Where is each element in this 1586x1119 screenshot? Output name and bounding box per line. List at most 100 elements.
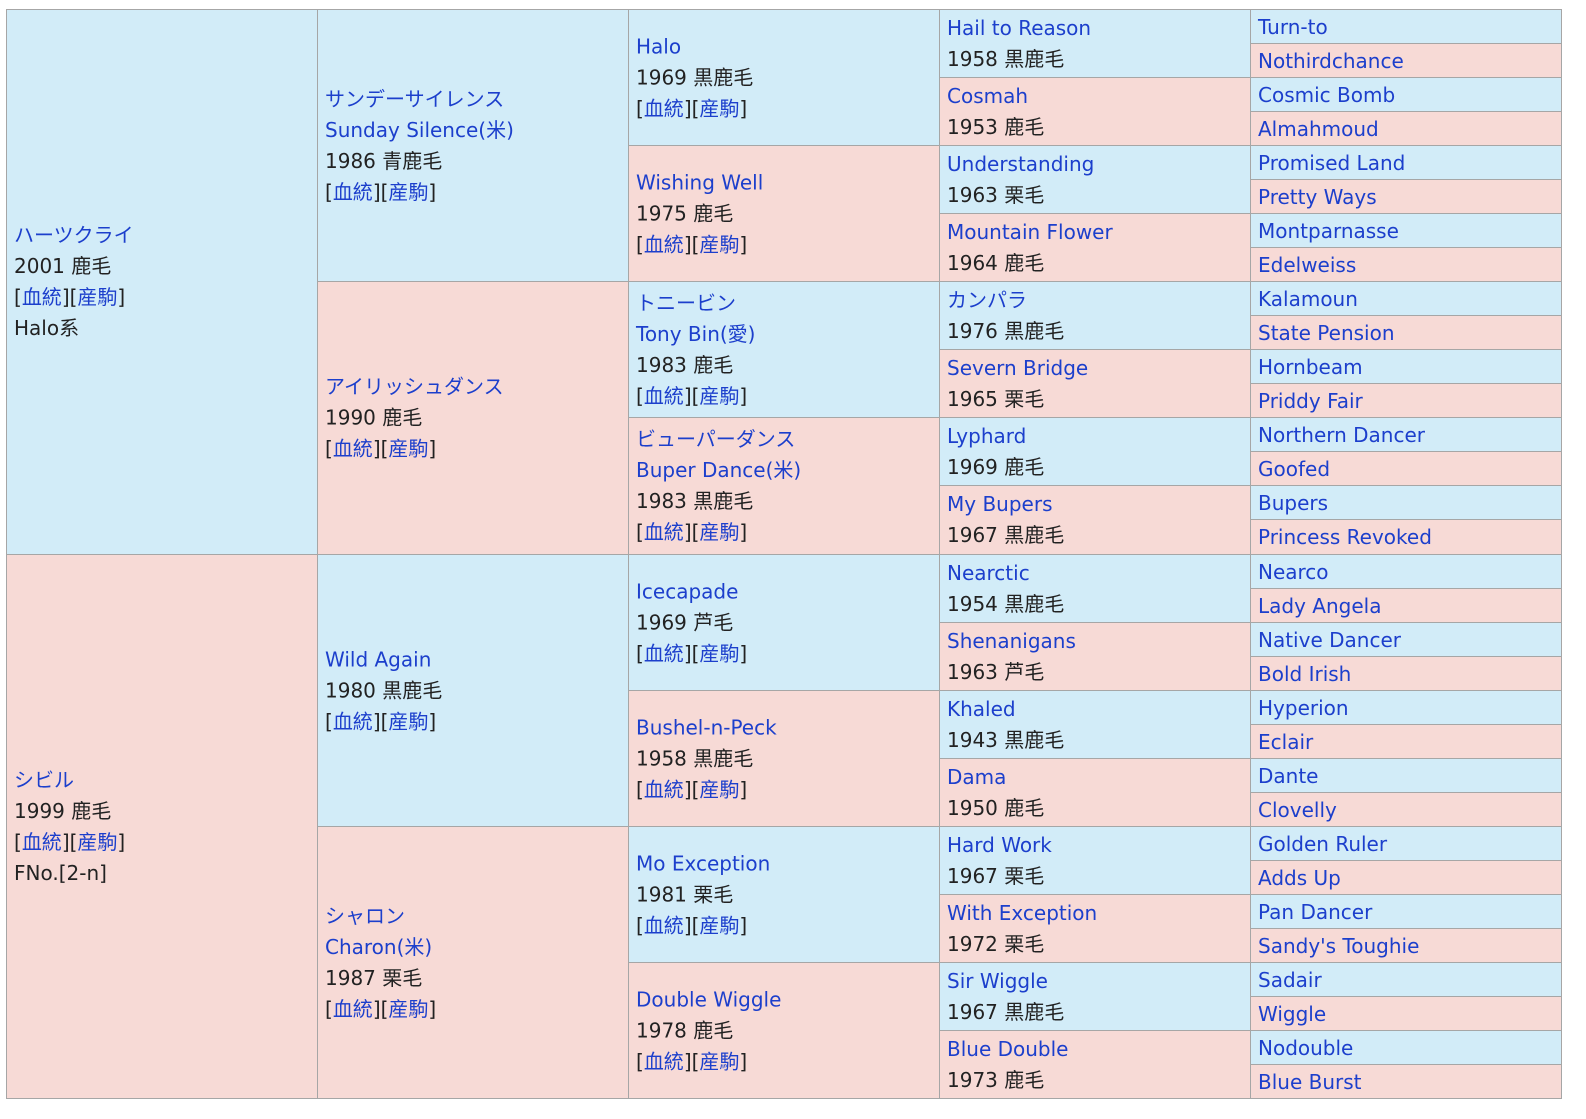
horse-name-link[interactable]: Sandy's Toughie: [1258, 933, 1420, 958]
horse-name-link[interactable]: Nearctic: [947, 560, 1030, 585]
offspring-link[interactable]: 産駒: [699, 520, 740, 544]
horse-name-link[interactable]: Pan Dancer: [1258, 899, 1373, 924]
horse-name-link[interactable]: Hard Work: [947, 832, 1052, 857]
horse-name-link[interactable]: Hail to Reason: [947, 15, 1092, 40]
horse-name-link[interactable]: Turn-to: [1258, 14, 1328, 39]
offspring-link[interactable]: 産駒: [388, 179, 429, 204]
horse-name-link[interactable]: Nodouble: [1258, 1035, 1354, 1060]
birth-year-coat: 1972 栗毛: [947, 931, 1045, 956]
horse-name-link[interactable]: トニービン: [636, 290, 736, 315]
horse-name-link[interactable]: Kalamoun: [1258, 286, 1358, 311]
horse-name-link[interactable]: Sir Wiggle: [947, 968, 1048, 993]
horse-name-link[interactable]: Edelweiss: [1258, 252, 1357, 277]
pedigree-link[interactable]: 血統: [21, 285, 62, 309]
horse-name-link[interactable]: Clovelly: [1258, 797, 1337, 822]
horse-name-link[interactable]: Severn Bridge: [947, 355, 1089, 380]
horse-name-link[interactable]: ビューパーダンス: [636, 427, 796, 451]
horse-name-link[interactable]: Bushel-n-Peck: [636, 715, 777, 739]
horse-name-link[interactable]: Sadair: [1258, 967, 1322, 992]
horse-name-link[interactable]: Lady Angela: [1258, 593, 1382, 618]
pedigree-link[interactable]: 血統: [332, 179, 373, 204]
horse-name-link[interactable]: Nearco: [1258, 559, 1329, 584]
offspring-link[interactable]: 産駒: [699, 913, 740, 937]
pedigree-link[interactable]: 血統: [332, 709, 373, 733]
horse-name-link[interactable]: Cosmah: [947, 83, 1029, 108]
horse-name-link[interactable]: Promised Land: [1258, 150, 1406, 175]
offspring-link[interactable]: 産駒: [77, 829, 118, 854]
horse-name-link[interactable]: アイリッシュダンス: [325, 374, 504, 399]
horse-name-link[interactable]: Nothirdchance: [1258, 48, 1404, 73]
horse-name-link[interactable]: Pretty Ways: [1258, 184, 1377, 209]
horse-name-link[interactable]: Cosmic Bomb: [1258, 82, 1396, 107]
offspring-link[interactable]: 産駒: [699, 777, 740, 801]
horse-name-link[interactable]: Goofed: [1258, 456, 1331, 481]
horse-name-link[interactable]: Understanding: [947, 151, 1095, 176]
horse-name-link[interactable]: Bold Irish: [1258, 661, 1352, 686]
offspring-link[interactable]: 産駒: [699, 232, 740, 256]
pedigree-link[interactable]: 血統: [21, 829, 62, 854]
horse-name-link[interactable]: Double Wiggle: [636, 987, 782, 1011]
pedigree-cell-gen5: State Pension: [1250, 315, 1562, 350]
horse-name-link[interactable]: Dante: [1258, 763, 1319, 788]
pedigree-link[interactable]: 血統: [332, 436, 373, 461]
horse-name-link[interactable]: Eclair: [1258, 729, 1314, 754]
pedigree-link[interactable]: 血統: [643, 641, 684, 665]
offspring-link[interactable]: 産駒: [388, 996, 429, 1021]
horse-name-link[interactable]: ハーツクライ: [14, 223, 134, 247]
horse-name-link[interactable]: Northern Dancer: [1258, 422, 1426, 447]
horse-name-link[interactable]: Wiggle: [1258, 1001, 1327, 1026]
horse-name-link[interactable]: Lyphard: [947, 423, 1027, 448]
birth-year-coat: 1986 青鹿毛: [325, 148, 443, 173]
offspring-link[interactable]: 産駒: [388, 709, 429, 733]
pedigree-link[interactable]: 血統: [643, 96, 684, 120]
offspring-link[interactable]: 産駒: [699, 383, 740, 408]
offspring-link[interactable]: 産駒: [699, 641, 740, 665]
horse-name-link[interactable]: シビル: [14, 767, 74, 792]
offspring-link[interactable]: 産駒: [699, 96, 740, 120]
cell-content: Nodouble: [1258, 1035, 1559, 1061]
horse-name-link[interactable]: Montparnasse: [1258, 218, 1399, 243]
horse-name-link[interactable]: Wishing Well: [636, 170, 764, 194]
horse-name-link[interactable]: Mountain Flower: [947, 219, 1113, 244]
horse-foreign-name-link[interactable]: Charon(米): [325, 934, 433, 959]
horse-name-link[interactable]: Khaled: [947, 696, 1016, 721]
horse-name-link[interactable]: My Bupers: [947, 492, 1053, 516]
pedigree-link[interactable]: 血統: [643, 232, 684, 256]
horse-name-link[interactable]: Hornbeam: [1258, 354, 1363, 379]
pedigree-cell-gen5: Pan Dancer: [1250, 894, 1562, 929]
horse-name-link[interactable]: Blue Double: [947, 1036, 1069, 1061]
pedigree-link[interactable]: 血統: [643, 1049, 684, 1073]
offspring-link[interactable]: 産駒: [388, 436, 429, 461]
horse-name-link[interactable]: Icecapade: [636, 579, 739, 603]
horse-name-link[interactable]: Priddy Fair: [1258, 388, 1363, 413]
pedigree-link[interactable]: 血統: [643, 913, 684, 937]
pedigree-link[interactable]: 血統: [332, 996, 373, 1021]
horse-name-link[interactable]: Native Dancer: [1258, 627, 1401, 652]
horse-name-link[interactable]: Dama: [947, 764, 1007, 789]
offspring-link[interactable]: 産駒: [77, 285, 118, 309]
horse-name-link[interactable]: カンパラ: [947, 287, 1027, 312]
horse-name-link[interactable]: シャロン: [325, 903, 405, 928]
pedigree-link[interactable]: 血統: [643, 520, 684, 544]
horse-name-link[interactable]: Bupers: [1258, 490, 1329, 515]
pedigree-cell-gen4: Hard Work 1967 栗毛: [939, 826, 1251, 895]
horse-name-link[interactable]: Blue Burst: [1258, 1069, 1362, 1094]
horse-foreign-name-link[interactable]: Sunday Silence(米): [325, 117, 514, 142]
horse-name-link[interactable]: Mo Exception: [636, 851, 771, 875]
horse-foreign-name-link[interactable]: Buper Dance(米): [636, 458, 802, 482]
horse-name-link[interactable]: Adds Up: [1258, 865, 1341, 890]
horse-name-link[interactable]: Princess Revoked: [1258, 525, 1432, 549]
horse-name-link[interactable]: Golden Ruler: [1258, 831, 1388, 856]
horse-name-link[interactable]: Hyperion: [1258, 695, 1349, 720]
horse-name-link[interactable]: With Exception: [947, 900, 1098, 925]
pedigree-link[interactable]: 血統: [643, 777, 684, 801]
horse-foreign-name-link[interactable]: Tony Bin(愛): [636, 321, 756, 346]
horse-name-link[interactable]: サンデーサイレンス: [325, 86, 505, 111]
horse-name-link[interactable]: Halo: [636, 34, 682, 58]
horse-name-link[interactable]: Shenanigans: [947, 628, 1076, 653]
horse-name-link[interactable]: State Pension: [1258, 320, 1395, 345]
offspring-link[interactable]: 産駒: [699, 1049, 740, 1073]
horse-name-link[interactable]: Wild Again: [325, 647, 432, 671]
pedigree-link[interactable]: 血統: [643, 383, 684, 408]
horse-name-link[interactable]: Almahmoud: [1258, 116, 1379, 141]
